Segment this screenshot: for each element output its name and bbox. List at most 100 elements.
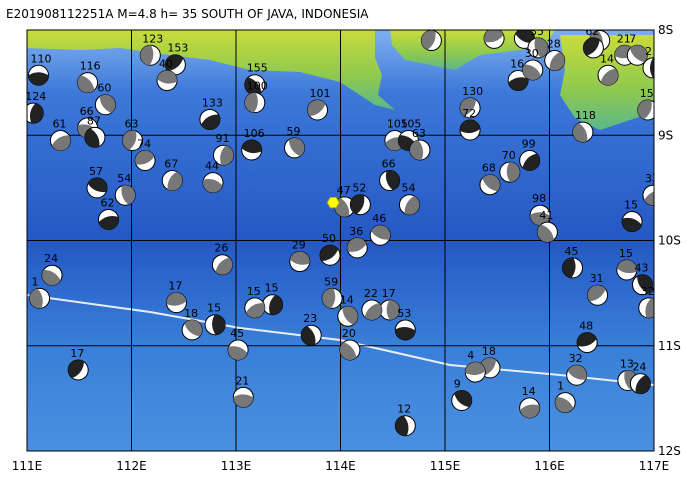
map-frame xyxy=(26,29,655,452)
depth-label: 45 xyxy=(564,245,578,258)
depth-label: 74 xyxy=(137,138,151,151)
focal-mechanism: 2 xyxy=(642,45,654,79)
focal-mechanism: 45 xyxy=(227,327,249,361)
beachball-quadrant xyxy=(522,64,541,80)
focal-mechanism: 123 xyxy=(139,32,163,66)
beachball-quadrant xyxy=(322,288,336,309)
beachball-quadrant xyxy=(244,77,262,95)
beachball-quadrant xyxy=(203,178,223,193)
focal-mechanism: 29 xyxy=(289,239,311,273)
depth-label: 31 xyxy=(590,272,604,285)
depth-label: 22 xyxy=(364,287,378,300)
depth-label: 16 xyxy=(510,58,524,71)
lat-label: 12S xyxy=(658,444,681,458)
focal-mechanism: 57 xyxy=(86,165,108,199)
depth-label: 53 xyxy=(397,307,411,320)
focal-mechanism: 20 xyxy=(339,327,361,361)
depth-label: 17 xyxy=(382,287,396,300)
depth-label: 62 xyxy=(101,196,115,209)
focal-mechanism: 24 xyxy=(41,252,63,286)
focal-mechanism: 7 xyxy=(626,32,648,66)
beachball-quadrant xyxy=(307,99,326,117)
focal-mechanism: 21 xyxy=(232,374,254,408)
depth-label: 105 xyxy=(387,118,408,131)
beachball-quadrant xyxy=(77,75,95,93)
lon-label: 117E xyxy=(639,459,670,473)
focal-mechanism: 12 xyxy=(394,403,416,437)
focal-mechanism: 54 xyxy=(398,182,420,216)
beachball-quadrant xyxy=(184,319,203,337)
lon-label: 114E xyxy=(325,459,356,473)
depth-label: 155 xyxy=(247,62,268,75)
focal-mechanism: 15 xyxy=(616,247,638,281)
depth-label: 15 xyxy=(624,199,638,212)
focal-mechanism: 106 xyxy=(241,127,265,161)
focal-mechanism: 40 xyxy=(156,58,178,92)
depth-label: 1 xyxy=(557,380,564,393)
depth-label: 116 xyxy=(80,60,101,73)
depth-label: 133 xyxy=(202,96,223,109)
depth-label: 46 xyxy=(372,212,386,225)
lat-label: 11S xyxy=(658,339,681,353)
beachball-quadrant xyxy=(600,68,619,86)
lon-label: 116E xyxy=(534,459,565,473)
depth-label: 105 xyxy=(400,118,421,131)
focal-mechanism: 15 xyxy=(204,302,226,336)
depth-label: 20 xyxy=(342,327,356,340)
beachball-quadrant xyxy=(28,72,49,86)
beachball-quadrant xyxy=(386,299,400,320)
focal-mechanism: 101 xyxy=(307,87,331,121)
beachball-quadrant xyxy=(562,257,576,278)
focal-mechanism: 9 xyxy=(451,377,473,411)
focal-mechanism: 53 xyxy=(394,307,416,341)
depth-label: 66 xyxy=(80,105,94,118)
beachball-quadrant xyxy=(519,404,540,418)
focal-mechanism: 48 xyxy=(576,320,598,354)
beachball-quadrant xyxy=(371,225,391,240)
beachball-quadrant xyxy=(395,415,409,436)
beachball-quadrant xyxy=(98,215,119,230)
beachball-quadrant xyxy=(637,99,652,120)
beachball-quadrant xyxy=(583,37,600,56)
lon-label: 111E xyxy=(12,459,43,473)
focal-mechanism: 154 xyxy=(637,87,654,121)
focal-mechanism: 99 xyxy=(519,138,541,172)
focal-mechanism: 74 xyxy=(134,138,156,172)
depth-label: 40 xyxy=(159,58,173,71)
beachball-quadrant xyxy=(245,303,265,318)
focal-mechanism: 62 xyxy=(98,196,120,230)
focal-mechanism: 41 xyxy=(536,209,558,243)
beachball-quadrant xyxy=(68,359,85,379)
depth-label: 43 xyxy=(635,262,649,275)
focal-mechanism: 15 xyxy=(244,285,266,319)
depth-label: 106 xyxy=(244,127,265,140)
focal-mechanism: 59 xyxy=(321,275,343,309)
beachball-quadrant xyxy=(404,195,420,215)
depth-label: 26 xyxy=(214,242,228,255)
focal-mechanism: 1 xyxy=(554,380,576,414)
depth-label: 70 xyxy=(502,149,516,162)
focal-mechanism: 63 xyxy=(409,127,431,161)
beachball-quadrant xyxy=(454,390,472,408)
beachball-quadrant xyxy=(140,45,154,66)
beachball-quadrant xyxy=(167,171,183,191)
beachball-quadrant xyxy=(215,257,233,275)
depth-label: 52 xyxy=(352,182,366,195)
focal-mechanism: 100 xyxy=(244,80,268,114)
depth-label: 14 xyxy=(600,52,614,65)
focal-mechanism: 63 xyxy=(122,118,144,152)
beachball-quadrant xyxy=(122,130,137,150)
depth-label: 13 xyxy=(620,357,634,370)
focal-mechanism: 17 xyxy=(67,347,89,381)
beachball-quadrant xyxy=(460,97,477,116)
depth-label: 15 xyxy=(265,282,279,295)
focal-mechanism: 23 xyxy=(300,312,322,346)
focal-mechanism: 43 xyxy=(632,262,654,296)
focal-mechanism: 68 xyxy=(479,162,501,196)
depth-label: 14 xyxy=(522,385,536,398)
depth-label: 15 xyxy=(207,302,221,315)
focal-mechanism: 1 xyxy=(29,275,51,309)
beachball-quadrant xyxy=(233,394,254,408)
depth-label: 36 xyxy=(486,15,500,28)
depth-label: 9 xyxy=(454,377,461,390)
